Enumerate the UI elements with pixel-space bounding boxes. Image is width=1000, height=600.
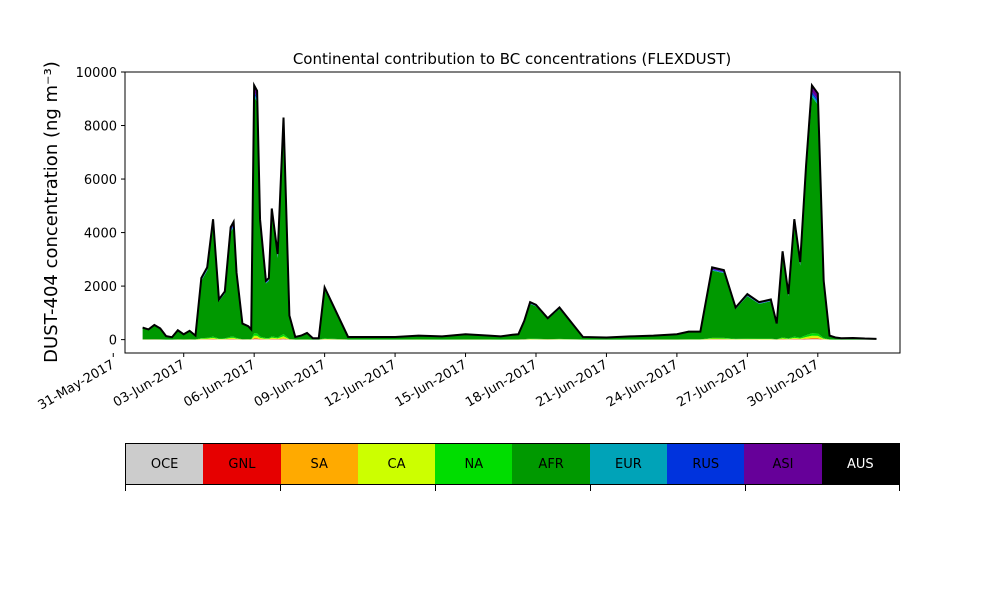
y-tick-label: 0 [109, 334, 117, 349]
colorbar-cell-sa: SA [280, 444, 358, 484]
x-axis: 31-May-201703-Jun-201706-Jun-201709-Jun-… [36, 353, 822, 413]
colorbar-cell-ca: CA [357, 444, 436, 484]
y-tick-label: 6000 [84, 173, 117, 188]
x-tick-label: 21-Jun-2017 [534, 357, 611, 410]
x-tick-label: 18-Jun-2017 [463, 357, 540, 410]
x-tick-label: 30-Jun-2017 [745, 357, 822, 410]
colorbar-cell-afr: AFR [512, 444, 590, 484]
x-tick-label: 27-Jun-2017 [675, 357, 752, 410]
x-tick-label: 12-Jun-2017 [322, 357, 399, 410]
total-outline-group [142, 81, 877, 340]
y-tick-label: 2000 [84, 280, 117, 295]
x-tick-label: 03-Jun-2017 [111, 357, 188, 410]
area-oce [142, 339, 877, 340]
y-axis: 0 2000 4000 6000 8000 10000 [76, 66, 125, 349]
colorbar-cell-eur: EUR [589, 444, 668, 484]
plot-frame [124, 71, 901, 354]
colorbar-cell-aus: AUS [821, 444, 899, 484]
y-axis-label: DUST-404 concentration (ng m⁻³) [41, 61, 62, 363]
colorbar-cell-oce: OCE [126, 444, 204, 484]
chart-title: Continental contribution to BC concentra… [293, 50, 731, 68]
total-line [142, 81, 877, 340]
colorbar-tick [590, 485, 591, 491]
colorbar-ticks [125, 485, 900, 493]
colorbar-cell-na: NA [435, 444, 513, 484]
colorbar-cell-asi: ASI [744, 444, 822, 484]
y-tick-label: 10000 [76, 66, 117, 81]
area-series-group [142, 85, 877, 340]
y-tick-label: 4000 [84, 227, 117, 242]
x-tick-label: 06-Jun-2017 [181, 357, 258, 410]
colorbar-cell-rus: RUS [667, 444, 745, 484]
colorbar-cell-gnl: GNL [203, 444, 281, 484]
colorbar: OCE GNL SA CA NA AFR EUR RUS ASI AUS [125, 443, 900, 485]
colorbar-tick [745, 485, 746, 491]
x-tick-label: 24-Jun-2017 [604, 357, 681, 410]
area-afr [142, 96, 877, 340]
colorbar-tick [125, 485, 126, 491]
y-tick-label: 8000 [84, 120, 117, 135]
x-tick-label: 31-May-2017 [36, 357, 118, 413]
colorbar-tick [280, 485, 281, 491]
colorbar-tick [435, 485, 436, 491]
x-tick-label: 09-Jun-2017 [252, 357, 329, 410]
colorbar-tick [899, 485, 900, 491]
x-tick-label: 15-Jun-2017 [393, 357, 470, 410]
